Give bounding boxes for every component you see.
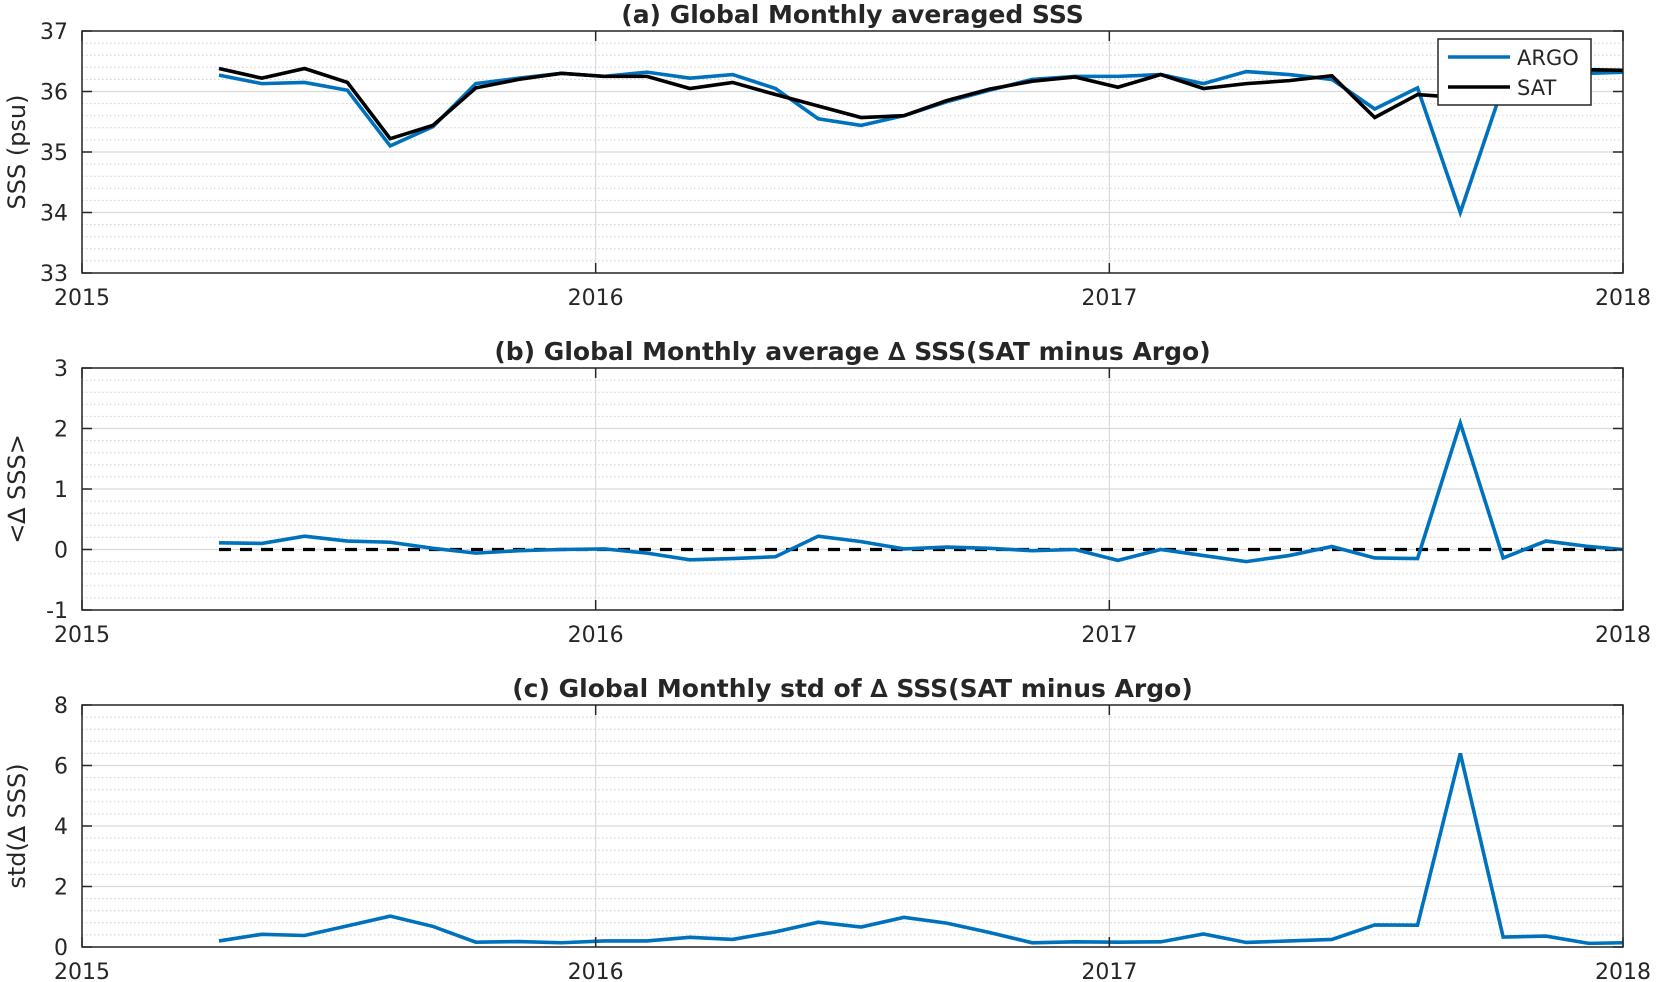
y-tick-label-b: 2 — [54, 418, 68, 443]
panel-c-ylabel: std(∆ SSS) — [3, 763, 31, 888]
series-line-c-delta — [218, 752, 1624, 946]
y-tick-label-b: 0 — [54, 539, 68, 564]
x-tick-label-a: 2018 — [1595, 286, 1651, 311]
y-tick-label-a: 33 — [40, 262, 68, 287]
legend: ARGO SAT — [1437, 38, 1592, 106]
y-tick-label-b: 3 — [54, 357, 68, 382]
y-tick-label-b: 1 — [54, 478, 68, 503]
y-tick-label-c: 8 — [54, 694, 68, 719]
panel-b-title: (b) Global Monthly average ∆ SSS(SAT min… — [494, 337, 1210, 366]
y-tick-label-a: 36 — [40, 81, 68, 106]
series-line-b-delta — [218, 417, 1624, 564]
y-tick-label-b: -1 — [46, 599, 68, 624]
y-tick-label-c: 2 — [54, 876, 68, 901]
x-tick-label-b: 2015 — [54, 623, 110, 648]
panel-c-std-delta-sss: 0 2 4 6 8 2015 2016 2017 2018 (c) Global Monthly… — [3, 674, 1651, 982]
x-tick-label-c: 2016 — [568, 960, 624, 982]
panel-a-ylabel: SSS (psu) — [3, 94, 31, 209]
y-tick-label-a: 34 — [40, 202, 68, 227]
x-tick-label-b: 2018 — [1595, 623, 1651, 648]
panel-c-title: (c) Global Monthly std of ∆ SSS(SAT minu… — [512, 674, 1193, 703]
x-tick-label-a: 2017 — [1081, 286, 1137, 311]
x-tick-label-b: 2016 — [568, 623, 624, 648]
panel-b-delta-sss: -1 0 1 2 3 2015 2016 2017 2018 (b) Global Monthl… — [3, 337, 1651, 648]
series-line-a-sat — [218, 66, 1624, 141]
x-tick-label-a: 2015 — [54, 286, 110, 311]
y-tick-label-a: 35 — [40, 141, 68, 166]
panel-b-ylabel: <∆ SSS> — [3, 434, 31, 544]
x-tick-label-b: 2017 — [1081, 623, 1137, 648]
x-tick-label-c: 2017 — [1081, 960, 1137, 982]
x-tick-label-c: 2015 — [54, 960, 110, 982]
y-tick-label-c: 0 — [54, 936, 68, 961]
legend-label-argo: ARGO — [1517, 46, 1579, 70]
panel-a-title: (a) Global Monthly averaged SSS — [621, 0, 1083, 29]
legend-box — [1437, 38, 1592, 106]
x-tick-label-a: 2016 — [568, 286, 624, 311]
legend-label-sat: SAT — [1517, 76, 1556, 100]
panel-a-sss: 33 34 35 36 37 2015 2016 2017 2018 ARGO SAT (a) G… — [3, 0, 1651, 311]
y-tick-label-c: 4 — [54, 815, 68, 840]
y-tick-label-a: 37 — [40, 20, 68, 45]
y-tick-label-c: 6 — [54, 755, 68, 780]
x-tick-label-c: 2018 — [1595, 960, 1651, 982]
